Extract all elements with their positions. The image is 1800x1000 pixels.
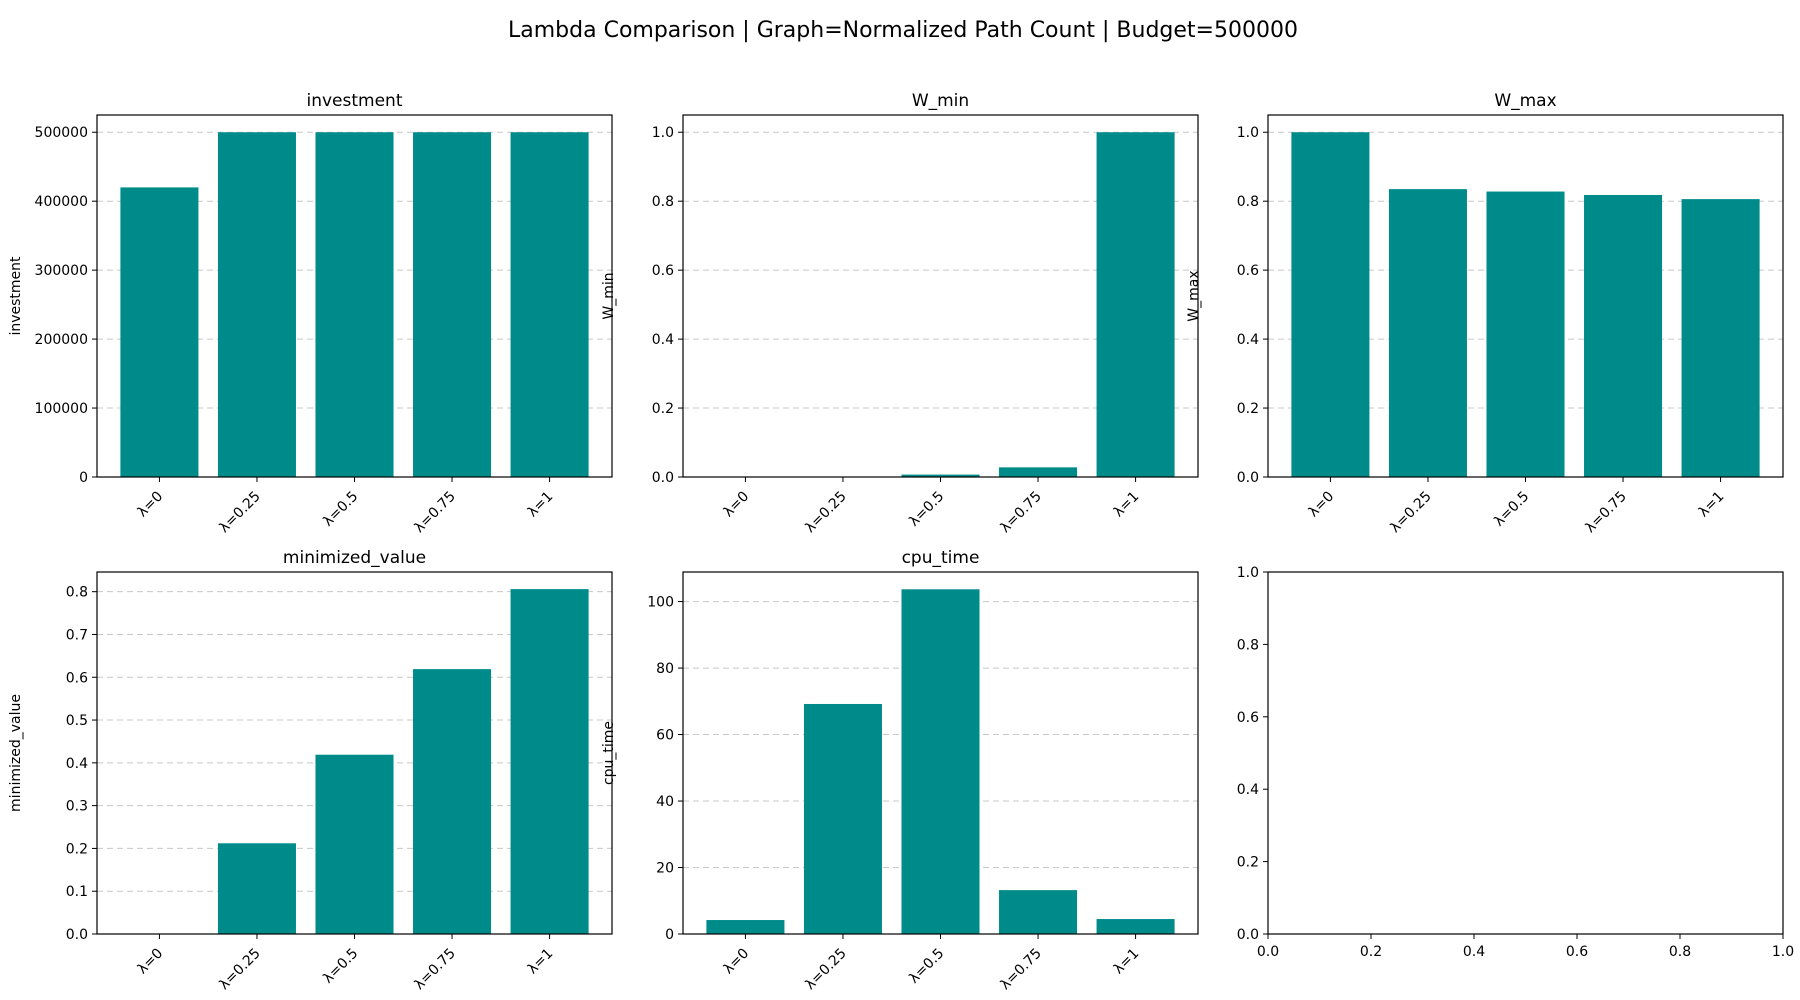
- bar: [1486, 191, 1565, 477]
- y-tick-label: 400000: [35, 194, 88, 210]
- bar: [413, 669, 492, 934]
- y-tick-label: 0.8: [1237, 194, 1259, 210]
- axes-frame: [682, 114, 1199, 478]
- bar: [999, 467, 1078, 477]
- axes-frame: [96, 114, 613, 478]
- y-tick-label: 0.0: [1237, 927, 1259, 943]
- bar: [901, 589, 980, 934]
- y-axis-label: minimized_value: [8, 694, 24, 812]
- bar: [803, 703, 882, 934]
- y-axis-label: W_max: [1186, 270, 1202, 321]
- axes-frame: [1267, 114, 1784, 478]
- bar: [901, 474, 980, 477]
- bar: [706, 920, 785, 934]
- y-axis-label: investment: [8, 256, 24, 336]
- bar: [1681, 199, 1760, 478]
- bar: [1096, 132, 1175, 477]
- bar: [1096, 919, 1175, 934]
- y-tick-label: 1.0: [1237, 565, 1259, 581]
- y-tick-label: 0.7: [66, 627, 88, 643]
- axes-frame: [682, 571, 1199, 935]
- y-tick-label: 0.0: [66, 927, 88, 943]
- bar: [315, 132, 394, 477]
- y-tick-label: 80: [656, 661, 674, 677]
- y-tick-label: 0.4: [66, 756, 88, 772]
- y-tick-label: 300000: [35, 263, 88, 279]
- subplot-title: minimized_value: [283, 548, 426, 568]
- y-tick-label: 0: [665, 927, 674, 943]
- bar: [510, 589, 589, 934]
- bar: [999, 890, 1078, 934]
- y-tick-label: 200000: [35, 332, 88, 348]
- y-tick-label: 60: [656, 728, 674, 744]
- bar: [510, 132, 589, 477]
- y-tick-label: 0.2: [66, 841, 88, 857]
- y-tick-label: 1.0: [652, 125, 674, 141]
- bar: [217, 843, 296, 934]
- y-tick-label: 0: [79, 470, 88, 486]
- bar: [413, 132, 492, 477]
- y-tick-label: 0.4: [1237, 332, 1259, 348]
- bar: [1388, 189, 1467, 477]
- y-tick-label: 0.8: [66, 585, 88, 601]
- x-tick-label: 1.0: [1772, 944, 1794, 960]
- y-tick-label: 0.8: [1237, 637, 1259, 653]
- y-tick-label: 500000: [35, 125, 88, 141]
- y-tick-label: 0.1: [66, 884, 88, 900]
- y-tick-label: 0.6: [66, 670, 88, 686]
- subplot-title: cpu_time: [902, 548, 980, 568]
- y-tick-label: 0.0: [1237, 470, 1259, 486]
- y-tick-label: 0.2: [652, 401, 674, 417]
- subplot-1: investment investment 0 100000 200000 300000 4…: [8, 91, 613, 536]
- subplot-title: W_min: [912, 91, 969, 111]
- y-tick-label: 0.8: [652, 194, 674, 210]
- bar: [315, 754, 394, 934]
- x-tick-label: 0.2: [1360, 944, 1382, 960]
- subplot-grid: investment investment 0 100000 200000 300000 4…: [8, 91, 1794, 993]
- y-tick-label: 0.3: [66, 799, 88, 815]
- bar: [1584, 194, 1663, 478]
- y-tick-label: 0.6: [1237, 710, 1259, 726]
- bar: [1291, 132, 1370, 477]
- axes-frame: [96, 571, 613, 935]
- y-axis-label: W_min: [601, 272, 617, 319]
- y-tick-label: 0.6: [1237, 263, 1259, 279]
- y-tick-label: 0.2: [1237, 855, 1259, 871]
- y-tick-label: 0.4: [652, 332, 674, 348]
- x-tick-label: 0.8: [1669, 944, 1691, 960]
- y-tick-label: 1.0: [1237, 125, 1259, 141]
- bar: [120, 187, 199, 477]
- x-tick-label: 0.6: [1566, 944, 1588, 960]
- y-tick-label: 100000: [35, 401, 88, 417]
- y-tick-label: 100: [647, 595, 674, 611]
- y-tick-label: 0.0: [652, 470, 674, 486]
- subplot-title: investment: [307, 91, 403, 111]
- subplot-6: 0.0 0.2 0.4 0.6 0.8 1.0 0.0 0.2 0.4 0.6 0.8 1.0: [1237, 565, 1794, 960]
- y-tick-label: 0.2: [1237, 401, 1259, 417]
- subplot-title: W_max: [1494, 91, 1556, 111]
- x-tick-label: 0.4: [1463, 944, 1485, 960]
- y-tick-label: 20: [656, 861, 674, 877]
- axes-frame: [1267, 571, 1784, 935]
- y-tick-label: 0.6: [652, 263, 674, 279]
- y-axis-label: cpu_time: [601, 721, 617, 785]
- figure-title: Lambda Comparison | Graph=Normalized Pat…: [508, 18, 1298, 43]
- y-tick-label: 0.4: [1237, 782, 1259, 798]
- y-tick-label: 40: [656, 794, 674, 810]
- y-tick-label: 0.5: [66, 713, 88, 729]
- bar: [217, 132, 296, 477]
- x-tick-label: 0.0: [1257, 944, 1279, 960]
